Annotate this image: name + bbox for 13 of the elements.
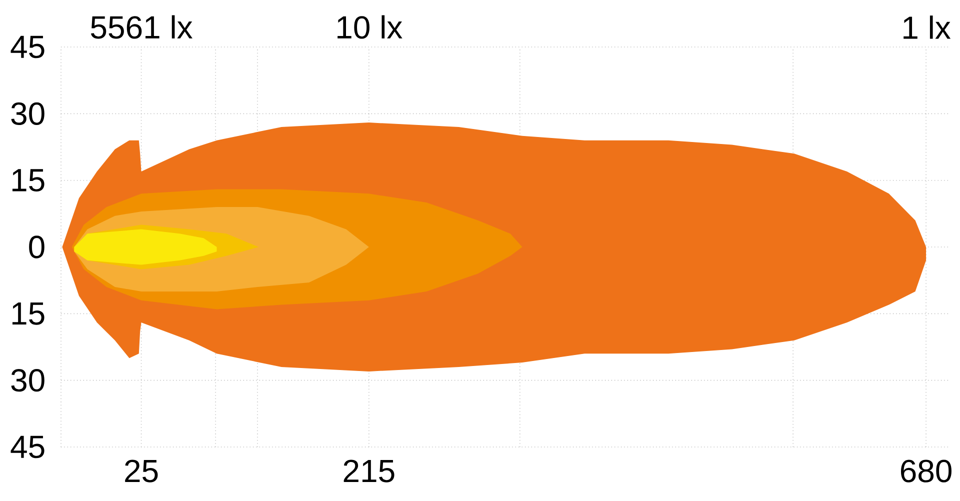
text: 1 lx [904,16,951,39]
y-tick-label: 45 [10,36,44,58]
y-tick-label: 15 [12,302,44,325]
text: 5561 lx [90,15,192,39]
x-tick-label: 25 [125,460,158,482]
y-tick-label: 0 [29,236,44,258]
y-tick-label: 45 [10,436,44,458]
x-tick-label: 215 [344,460,394,482]
x-tick-label: 680 [900,460,952,482]
y-tick-label: 30 [11,102,44,125]
y-tick-label: 30 [11,369,44,392]
text: 10 lx [338,15,402,39]
y-tick-label: 15 [12,169,44,192]
